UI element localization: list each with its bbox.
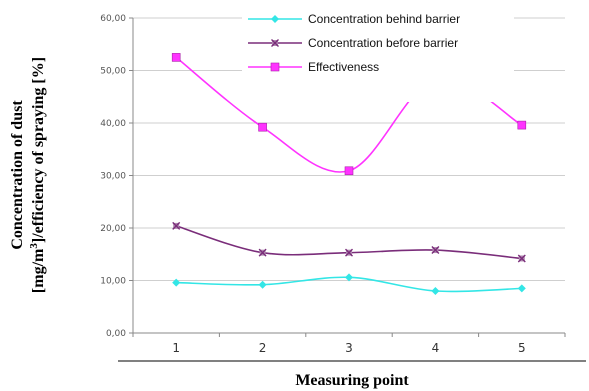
- data-point: [172, 278, 181, 287]
- y-axis-title-unit-pre: [mg/m: [30, 248, 47, 293]
- x-tick-label: 3: [345, 341, 353, 355]
- y-tick-label: 0,00: [106, 329, 126, 339]
- data-point: [431, 287, 440, 295]
- y-axis-title-unit-post: ]/efficiency of spraying [%]: [30, 57, 47, 243]
- legend-marker: [271, 39, 279, 47]
- data-point: [258, 248, 267, 257]
- legend-label: Effectiveness: [308, 60, 379, 74]
- data-point: [517, 254, 526, 263]
- legend: Concentration behind barrier Concentratio…: [242, 10, 514, 102]
- y-tick-label: 60,00: [100, 14, 126, 24]
- y-tick-label: 30,00: [100, 172, 126, 182]
- data-point: [517, 284, 526, 293]
- data-point: [517, 120, 527, 130]
- y-tick-label: 40,00: [100, 119, 126, 129]
- legend-marker: [271, 15, 279, 23]
- data-point: [344, 166, 354, 176]
- legend-marker: [270, 62, 280, 72]
- data-point: [345, 273, 353, 282]
- y-tick-labels: 0,00 10,00 20,00 30,00 40,00 50,00 60,00: [100, 14, 133, 339]
- data-point: [258, 280, 267, 289]
- legend-box: [242, 10, 514, 102]
- y-axis-title-unit-sup: 3: [28, 243, 40, 249]
- data-point: [345, 248, 353, 257]
- data-point: [431, 246, 440, 255]
- y-tick-label: 20,00: [100, 224, 126, 234]
- data-point: [172, 221, 181, 230]
- y-axis-title-line1: Concentration of dust: [9, 100, 26, 250]
- x-tick-label: 5: [518, 341, 526, 355]
- x-tick-label: 1: [172, 341, 180, 355]
- x-axis-title: Measuring point: [295, 372, 409, 389]
- series-lines: [171, 53, 527, 295]
- x-tick-labels: 1 2 3 4 5: [132, 333, 566, 355]
- legend-label: Concentration before barrier: [308, 36, 458, 50]
- y-tick-label: 50,00: [100, 67, 126, 77]
- y-axis-title-line2: [mg/m3]/efficiency of spraying [%]: [28, 57, 47, 293]
- x-tick-label: 4: [432, 341, 440, 355]
- data-point: [258, 122, 267, 132]
- legend-label: Concentration behind barrier: [308, 12, 460, 26]
- y-tick-label: 10,00: [100, 277, 126, 287]
- data-point: [171, 53, 181, 62]
- x-tick-label: 2: [259, 341, 267, 355]
